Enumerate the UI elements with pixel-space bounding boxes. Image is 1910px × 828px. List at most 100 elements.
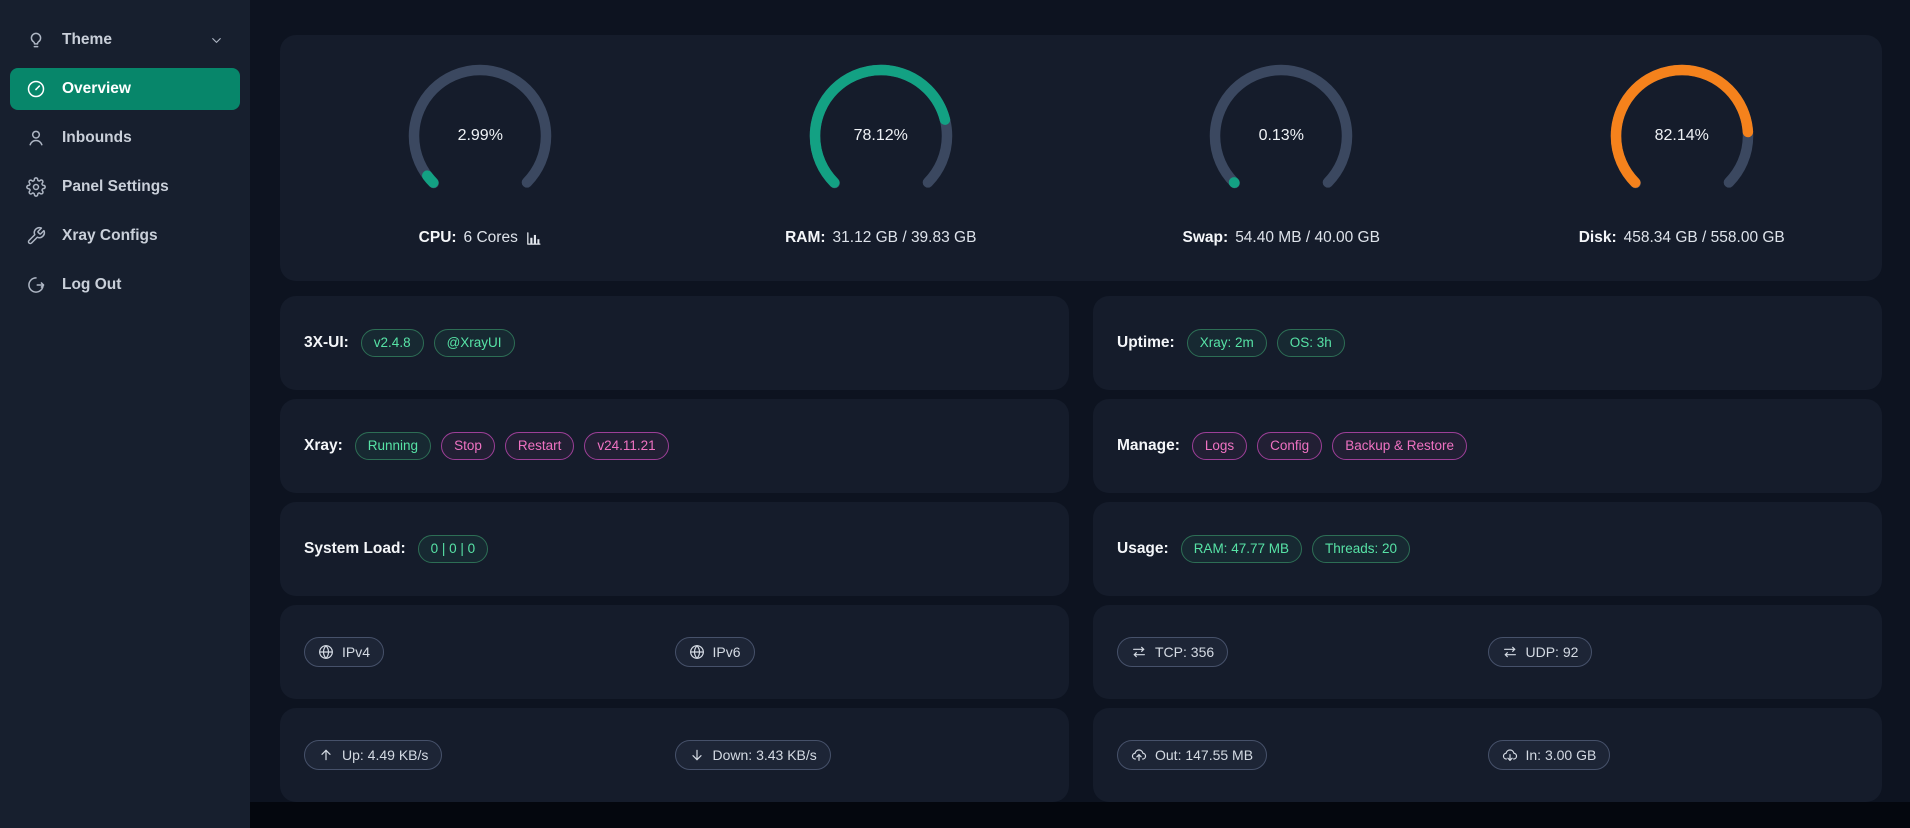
panel-version-badge[interactable]: v2.4.8 bbox=[360, 329, 424, 357]
pill-text: IPv4 bbox=[342, 644, 371, 660]
sidebar-item-label: Overview bbox=[62, 80, 131, 97]
backup-restore-button[interactable]: Backup & Restore bbox=[1332, 432, 1467, 460]
sidebar-item-label: Inbounds bbox=[62, 129, 132, 146]
logout-icon bbox=[26, 275, 46, 295]
gauge-swap-label-text: 54.40 MB / 40.00 GB bbox=[1235, 229, 1380, 246]
restart-button[interactable]: Restart bbox=[504, 432, 575, 460]
cloud-up-icon bbox=[1131, 747, 1147, 763]
card-ip-col-0: IPv4 bbox=[304, 637, 675, 667]
overview-content: 2.99% CPU: 6 Cores 78.12% RAM: 31.12 GB / 39.… bbox=[250, 0, 1910, 802]
xray-status-badge: Running bbox=[354, 432, 432, 460]
os-uptime-badge: OS: 3h bbox=[1276, 329, 1345, 357]
traffic-in-pill: In: 3.00 GB bbox=[1487, 740, 1611, 770]
card-3x-ui: 3X-UI: v2.4.8 @XrayUI bbox=[280, 296, 1069, 390]
card-xray-label: Xray: bbox=[304, 437, 343, 454]
gauge-disk-label-bold: Disk: bbox=[1578, 229, 1617, 246]
gauge-swap-percent: 0.13% bbox=[1258, 127, 1304, 144]
ram-usage-badge: RAM: 47.77 MB bbox=[1180, 535, 1302, 563]
card-speed-col-1: Down: 3.43 KB/s bbox=[674, 740, 1046, 770]
pill-text: TCP: 356 bbox=[1155, 644, 1215, 660]
gauge-disk-ring: 82.14% bbox=[1607, 61, 1757, 211]
card-uptime: Uptime: Xray: 2m OS: 3h bbox=[1093, 296, 1882, 390]
lightbulb-icon bbox=[26, 30, 46, 50]
card-xray-badges: Running Stop Restart v24.11.21 bbox=[354, 432, 669, 460]
card-3x-ui-label: 3X-UI: bbox=[304, 334, 349, 351]
chevron-down-icon bbox=[209, 33, 224, 48]
download-speed-pill: Down: 3.43 KB/s bbox=[674, 740, 831, 770]
chart-icon[interactable] bbox=[525, 230, 542, 247]
sidebar-item-label: Theme bbox=[62, 31, 112, 48]
pill-text: UDP: 92 bbox=[1525, 644, 1579, 660]
gauge-cpu-ring: 2.99% bbox=[405, 61, 555, 211]
bottom-strip bbox=[250, 802, 1910, 828]
gauge-swap-label: Swap: 54.40 MB / 40.00 GB bbox=[1183, 229, 1380, 247]
card-connections-col-0: TCP: 356 bbox=[1117, 637, 1488, 667]
gauge-cpu-percent: 2.99% bbox=[457, 127, 503, 144]
sidebar-item-label: Panel Settings bbox=[62, 178, 169, 195]
traffic-out-pill: Out: 147.55 MB bbox=[1117, 740, 1268, 770]
stop-button[interactable]: Stop bbox=[441, 432, 495, 460]
card-usage-label: Usage: bbox=[1117, 540, 1169, 557]
sidebar: Theme Overview Inbounds Panel Settings Xray … bbox=[0, 0, 250, 828]
sidebar-item-xray-configs[interactable]: Xray Configs bbox=[10, 215, 240, 257]
card-connections: TCP: 356 UDP: 92 bbox=[1093, 605, 1882, 699]
user-icon bbox=[26, 128, 46, 148]
gauge-ram-percent: 78.12% bbox=[853, 127, 908, 144]
card-ip-col-1: IPv6 bbox=[674, 637, 1046, 667]
card-system-load: System Load: 0 | 0 | 0 bbox=[280, 502, 1069, 596]
config-button[interactable]: Config bbox=[1257, 432, 1323, 460]
ipv4-pill[interactable]: IPv4 bbox=[304, 637, 385, 667]
gear-icon bbox=[26, 177, 46, 197]
udp-count-pill: UDP: 92 bbox=[1487, 637, 1593, 667]
card-speed: Up: 4.49 KB/s Down: 3.43 KB/s bbox=[280, 708, 1069, 802]
xray-uptime-badge: Xray: 2m bbox=[1186, 329, 1267, 357]
arrow-up-icon bbox=[318, 747, 334, 763]
gauge-ram-label: RAM: 31.12 GB / 39.83 GB bbox=[785, 229, 976, 247]
main-area: 2.99% CPU: 6 Cores 78.12% RAM: 31.12 GB / 39.… bbox=[250, 0, 1910, 828]
sidebar-item-theme[interactable]: Theme bbox=[10, 19, 240, 61]
ipv6-pill[interactable]: IPv6 bbox=[674, 637, 755, 667]
sidebar-item-inbounds[interactable]: Inbounds bbox=[10, 117, 240, 159]
sidebar-item-log-out[interactable]: Log Out bbox=[10, 264, 240, 306]
card-speed-col-0: Up: 4.49 KB/s bbox=[304, 740, 675, 770]
gauge-icon bbox=[26, 79, 46, 99]
gauge-disk-percent: 82.14% bbox=[1654, 127, 1709, 144]
card-traffic-col-0: Out: 147.55 MB bbox=[1117, 740, 1488, 770]
card-system-load-badges: 0 | 0 | 0 bbox=[417, 535, 489, 563]
threads-badge: Threads: 20 bbox=[1311, 535, 1411, 563]
card-traffic-col-1: In: 3.00 GB bbox=[1487, 740, 1859, 770]
logs-button[interactable]: Logs bbox=[1191, 432, 1248, 460]
telegram-badge[interactable]: @XrayUI bbox=[433, 329, 515, 357]
card-connections-col-1: UDP: 92 bbox=[1487, 637, 1859, 667]
card-usage: Usage: RAM: 47.77 MB Threads: 20 bbox=[1093, 502, 1882, 596]
sidebar-item-overview[interactable]: Overview bbox=[10, 68, 240, 110]
cards-grid: 3X-UI: v2.4.8 @XrayUI Uptime: Xray: 2m OS: 3h… bbox=[280, 296, 1882, 802]
gauge-swap-ring: 0.13% bbox=[1206, 61, 1356, 211]
cloud-down-icon bbox=[1502, 747, 1518, 763]
wrench-icon bbox=[26, 226, 46, 246]
gauge-ram: 78.12% RAM: 31.12 GB / 39.83 GB bbox=[681, 35, 1082, 281]
pill-text: Out: 147.55 MB bbox=[1155, 747, 1254, 763]
pill-text: In: 3.00 GB bbox=[1525, 747, 1597, 763]
card-manage-label: Manage: bbox=[1117, 437, 1180, 454]
card-manage: Manage: Logs Config Backup & Restore bbox=[1093, 399, 1882, 493]
gauge-cpu: 2.99% CPU: 6 Cores bbox=[280, 35, 681, 281]
arrow-down-icon bbox=[689, 747, 705, 763]
card-uptime-label: Uptime: bbox=[1117, 334, 1175, 351]
arrows-lr-icon bbox=[1131, 644, 1147, 660]
gauge-cpu-label-bold: CPU: bbox=[418, 229, 457, 246]
gauge-ram-ring: 78.12% bbox=[806, 61, 956, 211]
sidebar-item-panel-settings[interactable]: Panel Settings bbox=[10, 166, 240, 208]
card-usage-badges: RAM: 47.77 MB Threads: 20 bbox=[1180, 535, 1411, 563]
gauge-disk-label-text: 458.34 GB / 558.00 GB bbox=[1623, 229, 1785, 246]
card-system-load-label: System Load: bbox=[304, 540, 406, 557]
gauge-swap: 0.13% Swap: 54.40 MB / 40.00 GB bbox=[1081, 35, 1482, 281]
gauge-disk-label: Disk: 458.34 GB / 558.00 GB bbox=[1579, 229, 1785, 247]
card-ip: IPv4 IPv6 bbox=[280, 605, 1069, 699]
gauge-ram-label-text: 31.12 GB / 39.83 GB bbox=[832, 229, 977, 246]
pill-text: Up: 4.49 KB/s bbox=[342, 747, 429, 763]
gauge-cpu-label: CPU: 6 Cores bbox=[419, 229, 542, 247]
gauge-cpu-label-text: 6 Cores bbox=[463, 229, 518, 246]
xray-version-badge[interactable]: v24.11.21 bbox=[584, 432, 669, 460]
gauge-disk: 82.14% Disk: 458.34 GB / 558.00 GB bbox=[1482, 35, 1883, 281]
